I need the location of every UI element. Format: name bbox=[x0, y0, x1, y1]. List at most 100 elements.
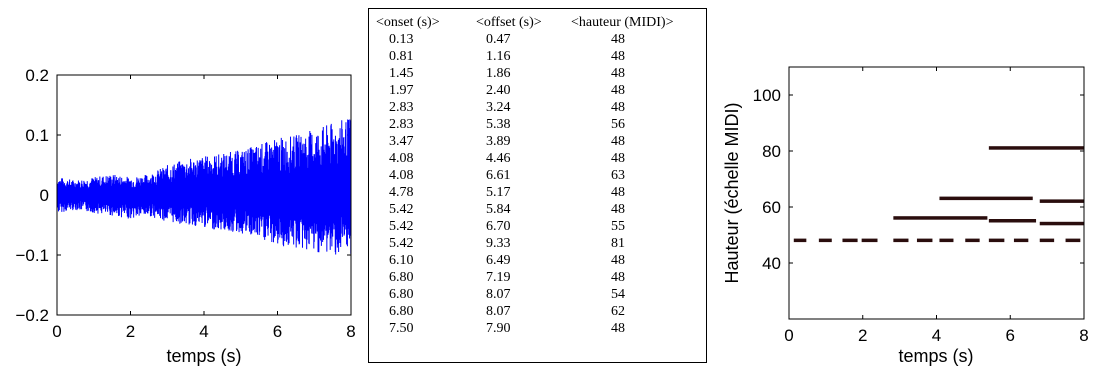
piano-roll-y-tick-label: 80 bbox=[762, 142, 781, 161]
waveform-x-axis-label: temps (s) bbox=[166, 346, 241, 366]
table-cell-pitch: 48 bbox=[611, 202, 625, 217]
table-cell-offset: 1.86 bbox=[486, 66, 511, 81]
table-cell-offset: 0.47 bbox=[486, 32, 511, 47]
table-row: 2.83 3.24 48 bbox=[369, 100, 706, 116]
table-row: 4.08 4.46 48 bbox=[369, 151, 706, 167]
waveform-x-tick-label: 2 bbox=[126, 322, 135, 341]
table-cell-pitch: 48 bbox=[611, 134, 625, 149]
note-bar bbox=[861, 238, 878, 243]
table-cell-pitch: 48 bbox=[611, 66, 625, 81]
table-cell-pitch: 81 bbox=[611, 236, 625, 251]
table-cell-onset: 1.45 bbox=[389, 66, 414, 81]
note-bar bbox=[893, 238, 909, 243]
table-cell-onset: 3.47 bbox=[389, 134, 414, 149]
table-cell-pitch: 48 bbox=[611, 49, 625, 64]
table-cell-offset: 4.46 bbox=[486, 151, 511, 166]
table-row: 0.81 1.16 48 bbox=[369, 49, 706, 65]
table-cell-offset: 6.49 bbox=[486, 253, 511, 268]
table-cell-offset: 6.61 bbox=[486, 168, 511, 183]
table-cell-onset: 6.80 bbox=[389, 270, 414, 285]
piano-roll-x-tick-label: 4 bbox=[932, 326, 941, 345]
table-cell-offset: 7.19 bbox=[486, 270, 511, 285]
waveform-x-tick-label: 4 bbox=[199, 322, 208, 341]
note-bar bbox=[988, 238, 1005, 243]
table-cell-offset: 2.40 bbox=[486, 83, 511, 98]
table-cell-offset: 6.70 bbox=[486, 219, 511, 234]
table-cell-pitch: 48 bbox=[611, 151, 625, 166]
waveform-y-tick-label: −0.1 bbox=[15, 246, 49, 265]
piano-roll-x-tick-label: 2 bbox=[858, 326, 867, 345]
note-bar bbox=[988, 146, 1084, 150]
table-cell-offset: 9.33 bbox=[486, 236, 511, 251]
note-bar bbox=[939, 196, 1033, 201]
table-cell-onset: 5.42 bbox=[389, 236, 414, 251]
table-cell-offset: 7.90 bbox=[486, 321, 511, 336]
piano-roll-y-tick-label: 100 bbox=[753, 86, 781, 105]
table-cell-onset: 5.42 bbox=[389, 202, 414, 217]
table-cell-offset: 8.07 bbox=[486, 287, 511, 302]
table-cell-pitch: 55 bbox=[611, 219, 625, 234]
waveform-signal-line bbox=[56, 119, 352, 255]
waveform-x-tick-label: 6 bbox=[273, 322, 282, 341]
piano-roll-y-tick-label: 40 bbox=[762, 254, 781, 273]
piano-roll-x-tick-label: 8 bbox=[1079, 326, 1088, 345]
note-bar bbox=[916, 238, 933, 243]
piano-roll-y-tick-label: 60 bbox=[762, 198, 781, 217]
note-bar bbox=[939, 238, 954, 243]
table-cell-pitch: 48 bbox=[611, 270, 625, 285]
table-cell-onset: 4.08 bbox=[389, 151, 414, 166]
table-cell-onset: 7.50 bbox=[389, 321, 414, 336]
table-row: 0.13 0.47 48 bbox=[369, 32, 706, 48]
table-row: 4.08 6.61 63 bbox=[369, 168, 706, 184]
table-row: 6.80 8.07 54 bbox=[369, 287, 706, 303]
table-cell-pitch: 48 bbox=[611, 100, 625, 115]
table-row: 6.10 6.49 48 bbox=[369, 253, 706, 269]
table-cell-pitch: 62 bbox=[611, 304, 625, 319]
table-cell-pitch: 48 bbox=[611, 253, 625, 268]
table-cell-offset: 3.89 bbox=[486, 134, 511, 149]
table-cell-onset: 6.10 bbox=[389, 253, 414, 268]
table-cell-onset: 0.81 bbox=[389, 49, 414, 64]
table-cell-offset: 5.17 bbox=[486, 185, 511, 200]
note-table: <onset (s)> <offset (s)> <hauteur (MIDI)… bbox=[368, 8, 707, 363]
waveform-y-tick-label: 0 bbox=[40, 186, 49, 205]
table-cell-offset: 8.07 bbox=[486, 304, 511, 319]
table-cell-pitch: 48 bbox=[611, 185, 625, 200]
table-cell-offset: 5.84 bbox=[486, 202, 511, 217]
waveform-y-tick-label: 0.1 bbox=[25, 126, 49, 145]
waveform-chart: 0 2 4 6 8 0.2 0.1 0 −0.1 −0.2 temps (s) bbox=[15, 66, 355, 366]
table-row: 1.45 1.86 48 bbox=[369, 66, 706, 82]
table-cell-onset: 6.80 bbox=[389, 304, 414, 319]
table-row: 5.42 6.70 55 bbox=[369, 219, 706, 235]
table-row: 5.42 9.33 81 bbox=[369, 236, 706, 252]
table-cell-offset: 1.16 bbox=[486, 49, 511, 64]
table-cell-offset: 5.38 bbox=[486, 117, 511, 132]
table-cell-onset: 2.83 bbox=[389, 100, 414, 115]
waveform-y-tick-label: −0.2 bbox=[15, 306, 49, 325]
table-cell-onset: 0.13 bbox=[389, 32, 414, 47]
table-row: 6.80 7.19 48 bbox=[369, 270, 706, 286]
table-row: 6.80 8.07 62 bbox=[369, 304, 706, 320]
table-row: 5.42 5.84 48 bbox=[369, 202, 706, 218]
table-header-onset: <onset (s)> bbox=[376, 15, 440, 30]
table-cell-pitch: 56 bbox=[611, 117, 625, 132]
note-bar bbox=[793, 238, 807, 243]
table-cell-onset: 4.08 bbox=[389, 168, 414, 183]
table-row: 2.83 5.38 56 bbox=[369, 117, 706, 133]
note-bar bbox=[818, 238, 832, 243]
note-bar bbox=[1039, 199, 1084, 203]
note-bar bbox=[1039, 238, 1055, 243]
piano-roll-x-tick-label: 6 bbox=[1006, 326, 1015, 345]
piano-roll-frame bbox=[788, 66, 1085, 320]
piano-roll-x-axis-label: temps (s) bbox=[898, 346, 973, 366]
table-header-pitch: <hauteur (MIDI)> bbox=[571, 15, 674, 30]
table-cell-offset: 3.24 bbox=[486, 100, 511, 115]
table-cell-pitch: 48 bbox=[611, 32, 625, 47]
table-row: 3.47 3.89 48 bbox=[369, 134, 706, 150]
table-cell-pitch: 54 bbox=[611, 287, 625, 302]
table-cell-pitch: 48 bbox=[611, 83, 625, 98]
note-bar bbox=[893, 216, 988, 220]
table-row: 4.78 5.17 48 bbox=[369, 185, 706, 201]
table-header-offset: <offset (s)> bbox=[476, 15, 542, 30]
table-cell-onset: 5.42 bbox=[389, 219, 414, 234]
